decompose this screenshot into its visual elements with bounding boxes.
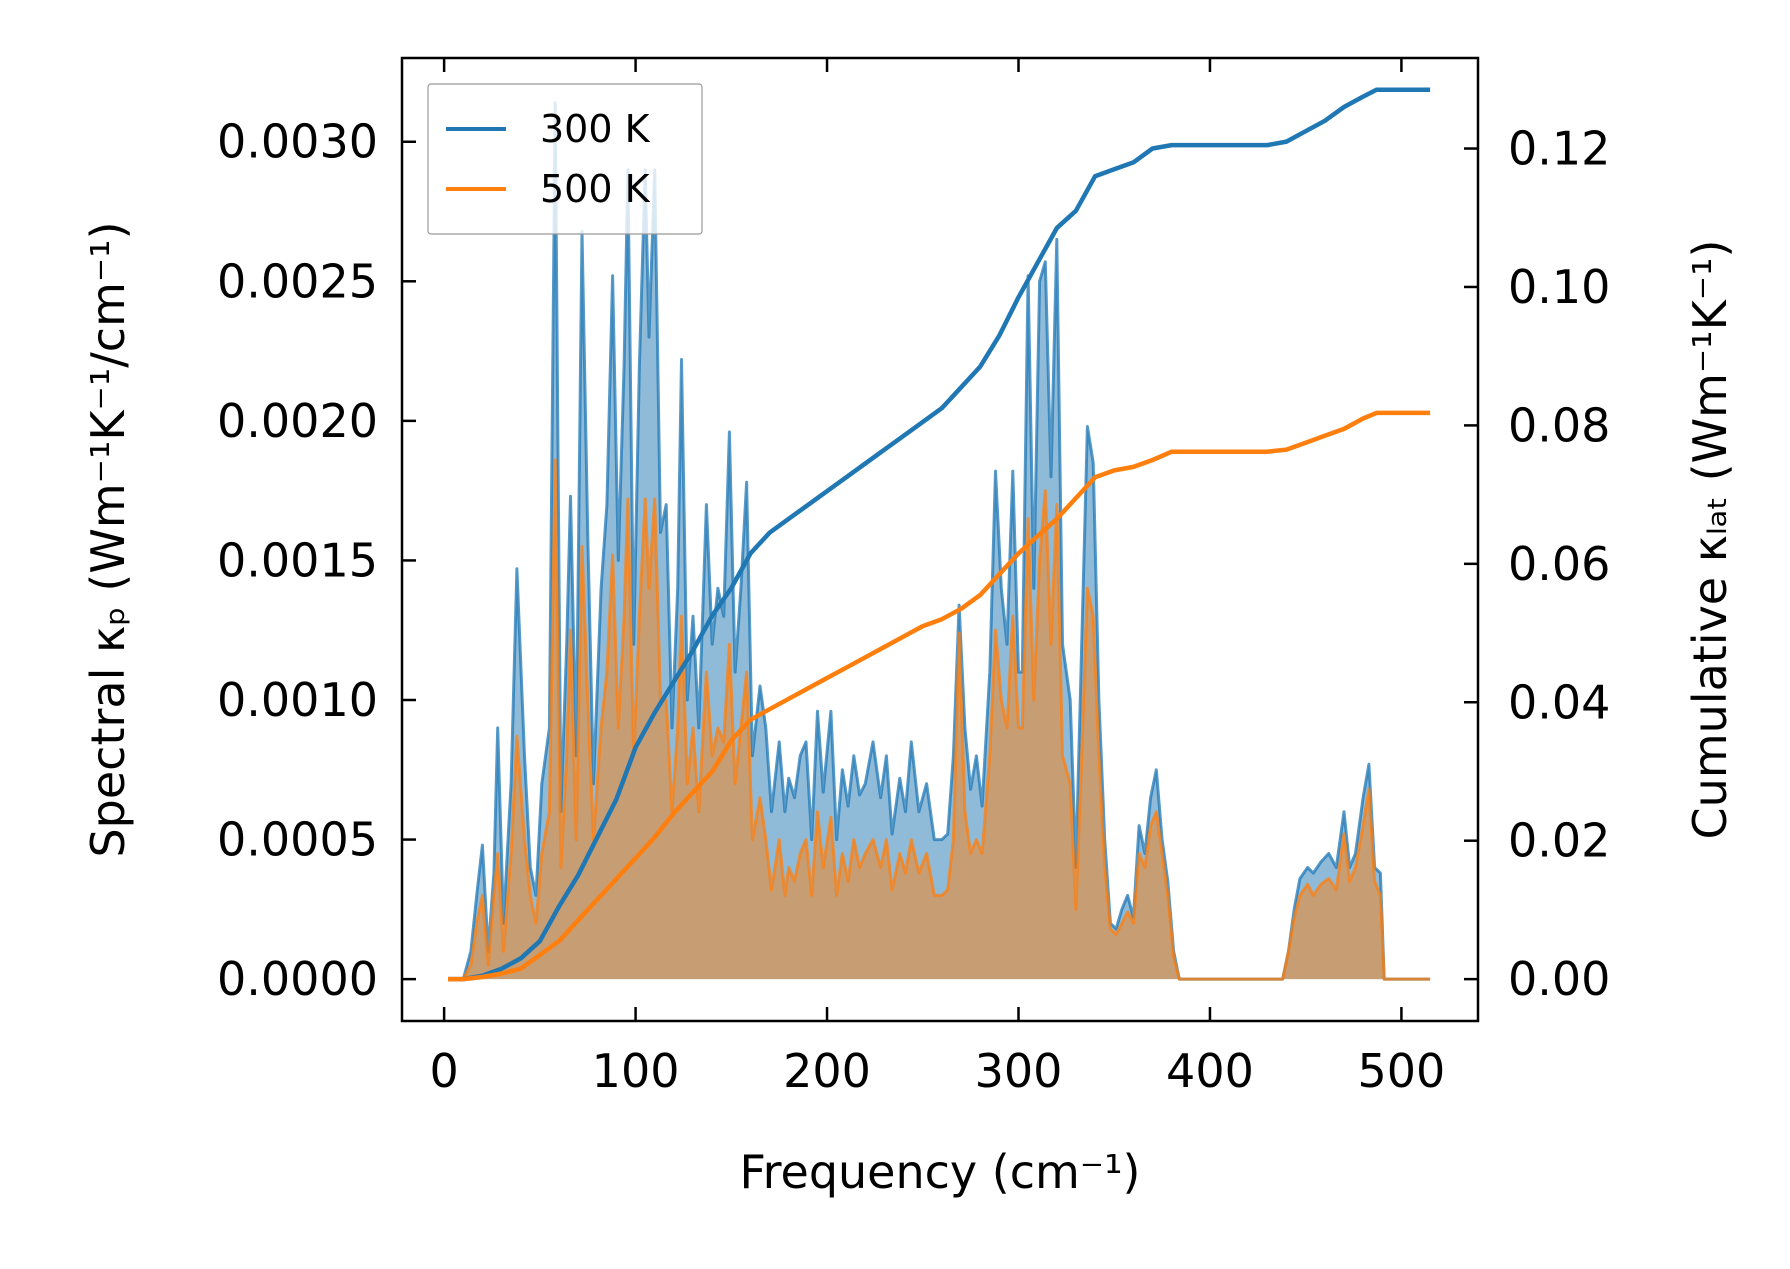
spectral-area-1 — [448, 459, 1431, 980]
cumulative-line-1 — [448, 410, 1431, 982]
right-y-tick-label-3: 0.06 — [1508, 537, 1610, 591]
right-y-tick-label-5: 0.10 — [1508, 260, 1610, 314]
legend-box — [427, 83, 703, 235]
x-tick-label-0: 0 — [429, 1044, 458, 1098]
right-y-tick-label-2: 0.04 — [1508, 675, 1610, 729]
left-y-tick-label-5: 0.0025 — [217, 254, 378, 308]
cumulative-lines — [448, 87, 1431, 982]
left-y-axis-ticks: 0.0000 0.0005 0.0010 0.0015 0.0020 0.0025 0.00… — [217, 115, 416, 1006]
spectral-line-1 — [448, 458, 1431, 981]
x-tick-label-5: 500 — [1358, 1044, 1446, 1098]
left-y-tick-label-3: 0.0015 — [217, 533, 378, 587]
right-y-axis-ticks: 0.00 0.02 0.04 0.06 0.08 0.10 0.12 — [1464, 122, 1610, 1006]
right-y-tick-label-6: 0.12 — [1508, 122, 1610, 176]
x-axis-ticks: 0 100 200 300 400 500 — [429, 58, 1445, 1098]
legend: 300 K 500 K — [427, 83, 703, 235]
right-y-tick-label-0: 0.00 — [1508, 952, 1610, 1006]
right-y-axis-label: Cumulative κₗₐₜ (Wm⁻¹K⁻¹) — [1683, 240, 1737, 840]
left-y-axis-label: Spectral κₚ (Wm⁻¹K⁻¹/cm⁻¹) — [81, 221, 135, 857]
x-tick-label-2: 200 — [783, 1044, 871, 1098]
x-tick-label-4: 400 — [1166, 1044, 1254, 1098]
legend-label-300k: 300 K — [540, 107, 651, 151]
left-y-tick-label-4: 0.0020 — [217, 394, 378, 448]
cumulative-line-0 — [448, 87, 1431, 982]
left-y-tick-label-6: 0.0030 — [217, 115, 378, 169]
left-y-tick-label-2: 0.0010 — [217, 673, 378, 727]
x-tick-label-3: 300 — [975, 1044, 1063, 1098]
plot-frame — [400, 56, 1480, 1023]
right-y-tick-label-4: 0.08 — [1508, 398, 1610, 452]
spectral-areas — [448, 101, 1431, 981]
spectral-line-0 — [448, 101, 1431, 981]
x-tick-label-1: 100 — [592, 1044, 680, 1098]
left-y-tick-label-1: 0.0005 — [217, 813, 378, 867]
x-axis-label: Frequency (cm⁻¹) — [740, 1145, 1141, 1199]
legend-label-500k: 500 K — [540, 167, 651, 211]
right-y-tick-label-1: 0.02 — [1508, 814, 1610, 868]
left-y-tick-label-0: 0.0000 — [217, 952, 378, 1006]
